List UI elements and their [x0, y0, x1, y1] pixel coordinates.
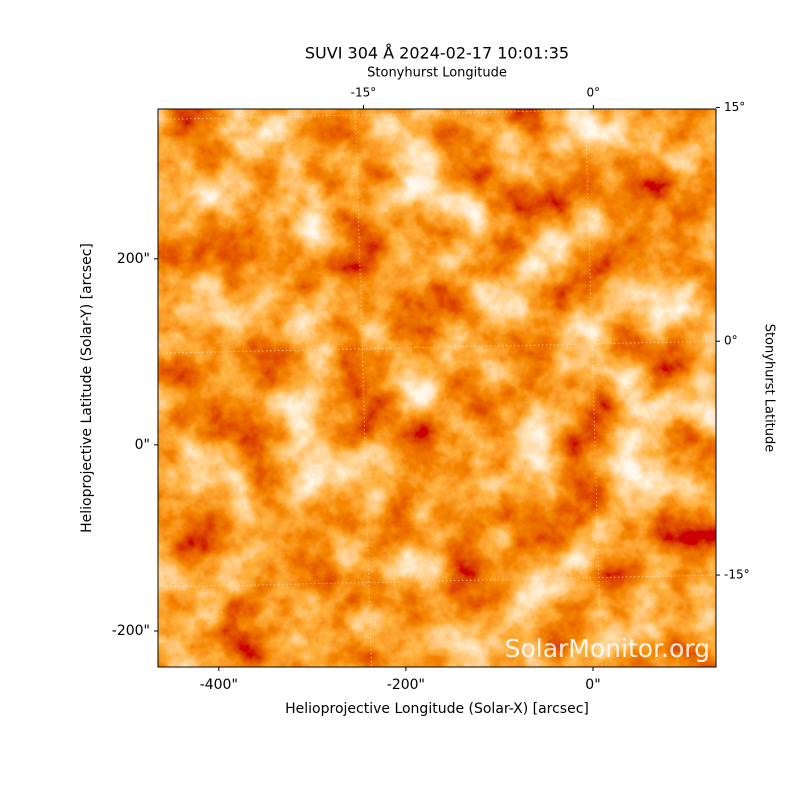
y-axis-label: Helioprojective Latitude (Solar-Y) [arcs…	[79, 243, 95, 533]
chart-title: SUVI 304 Å 2024-02-17 10:01:35	[305, 44, 569, 63]
image-texture	[158, 109, 716, 667]
y2-tick-label: 15°	[724, 100, 745, 114]
x2-axis-label: Stonyhurst Longitude	[367, 66, 507, 81]
y-tick-label: 0"	[135, 437, 150, 453]
x2-tick-label: 0°	[587, 86, 601, 100]
y-tick-label: 200"	[117, 251, 150, 267]
x2-tick-label: -15°	[351, 86, 377, 100]
y2-axis-label: Stonyhurst Latitude	[762, 324, 777, 453]
x-tick-label: -400"	[200, 677, 238, 693]
grid-line	[355, 109, 372, 667]
x-axis-label: Helioprojective Longitude (Solar-X) [arc…	[285, 701, 589, 717]
grid-line	[158, 340, 716, 354]
grid-line	[158, 574, 716, 588]
x-tick-label: -200"	[387, 677, 425, 693]
y-tick-label: -200"	[112, 623, 150, 639]
grid-line	[584, 109, 602, 667]
solar-image	[158, 109, 716, 667]
y2-tick-label: 0°	[724, 334, 738, 348]
watermark: SolarMonitor.org	[505, 634, 710, 663]
axes-frame	[157, 108, 717, 668]
y2-tick-label: -15°	[724, 568, 750, 582]
x-tick-label: 0"	[585, 677, 600, 693]
